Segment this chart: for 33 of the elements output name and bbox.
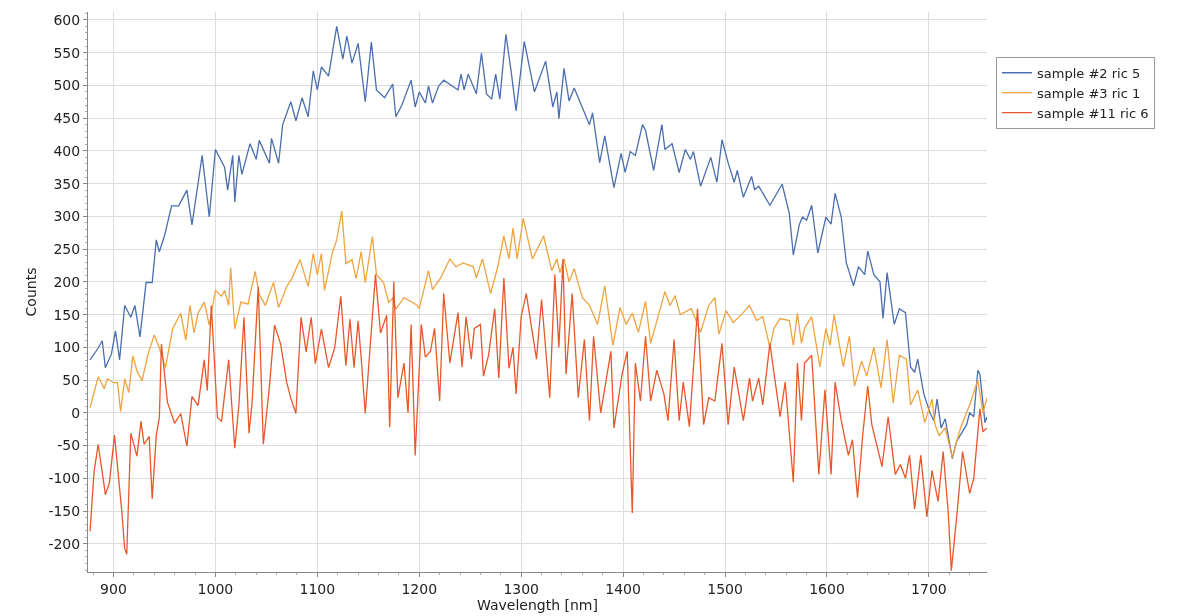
- x-tick-label: 1200: [401, 580, 438, 597]
- y-tick-label: 0: [71, 404, 81, 421]
- y-tick-label: 350: [53, 175, 81, 192]
- line-series: [89, 25, 987, 460]
- line-series: [89, 210, 987, 459]
- x-tick-label: 900: [100, 580, 127, 597]
- legend-label: sample #11 ric 6: [1036, 105, 1149, 121]
- x-tick-label: 1500: [707, 580, 743, 597]
- y-tick-label: 500: [53, 77, 81, 94]
- x-tick-label: 1000: [197, 580, 234, 597]
- x-tick-label: 1600: [809, 580, 845, 597]
- y-tick-label: 250: [53, 241, 81, 257]
- y-tick-label: 150: [53, 306, 81, 323]
- x-tick-label: 1700: [911, 580, 947, 597]
- y-tick-label: 300: [53, 208, 81, 225]
- y-tick-label: 550: [53, 44, 81, 61]
- y-tick-label: 50: [62, 371, 81, 388]
- y-tick-label: -50: [57, 437, 81, 454]
- y-tick-label: -150: [48, 502, 81, 519]
- y-tick-label: -200: [48, 535, 81, 552]
- x-axis-title: Wavelength [nm]: [477, 596, 598, 613]
- x-tick-label: 1400: [605, 580, 641, 597]
- y-tick-label: 400: [53, 142, 81, 159]
- y-tick-label: 200: [53, 273, 81, 290]
- legend-label: sample #3 ric 1: [1036, 85, 1141, 101]
- y-tick-label: 600: [53, 11, 81, 28]
- y-tick-label: -100: [48, 470, 81, 487]
- y-tick-label: 450: [53, 110, 81, 127]
- legend-label: sample #2 ric 5: [1036, 65, 1141, 81]
- y-axis-title: Counts: [23, 267, 40, 317]
- x-tick-label: 1300: [503, 580, 540, 597]
- y-tick-label: 100: [53, 339, 81, 356]
- x-tick-label: 1100: [299, 580, 336, 597]
